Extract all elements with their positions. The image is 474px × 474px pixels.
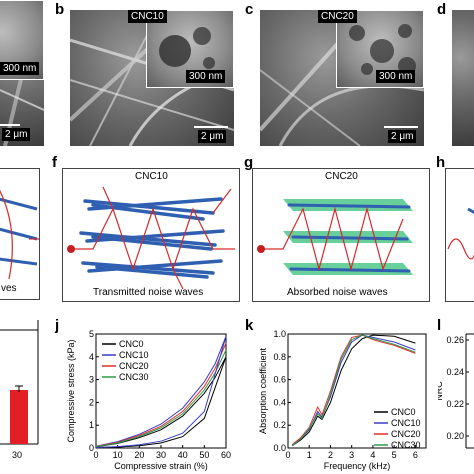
schematic-g-drawing: [257, 199, 413, 275]
legend-label-cnc20: CNC20: [391, 429, 421, 439]
x-axis-label: Frequency (kHz): [324, 461, 391, 471]
x-tick-label: 50: [199, 450, 209, 460]
y-tick-label: 2: [89, 397, 94, 407]
x-tick-label: 60: [221, 450, 231, 460]
plot-frame: [95, 333, 227, 449]
y-tick-label: 0.0: [273, 443, 286, 453]
x-tick-label: 4: [370, 450, 375, 460]
x-tick-label: 0: [93, 450, 98, 460]
series-line-cnc10: [291, 334, 416, 447]
chart-j-stress-strain: 0 10 20 30 40 50 60 0 1 2 3 4 5 Compressive strain (%…: [66, 329, 231, 471]
x-axis-label: Compressive strain (%): [114, 461, 208, 471]
y-tick-label: 1.0: [273, 329, 286, 339]
x-tick-label: 5: [392, 450, 397, 460]
x-tick-label: 3: [349, 450, 354, 460]
schematic-h: [445, 168, 474, 302]
y-tick-label: 0.8: [273, 352, 286, 362]
y-tick-label: 0.2: [273, 420, 286, 430]
legend-label-cnc0: CNC0: [119, 339, 144, 349]
scale-bar-c: [384, 126, 418, 128]
scale-bar-b: [194, 126, 228, 128]
legend-label-cnc0: CNC0: [391, 407, 416, 417]
y-tick-label: 0.4: [273, 397, 286, 407]
x-tick-label: 30: [156, 450, 166, 460]
inset-scale-label-c: 300 nm: [376, 70, 416, 83]
y-tick-label: 0.6: [273, 375, 286, 385]
x-tick-label: 2: [328, 450, 333, 460]
panel-label-l: l: [437, 317, 442, 334]
chart-k-absorption: 0 1 2 3 4 5 6 0.0 0.2 0.4 0.6 0.8 1.0 Frequency (kHz)…: [258, 329, 427, 471]
schematic-e: ves: [0, 168, 40, 300]
panel-label-f: f: [52, 154, 57, 171]
series-line-cnc30: [95, 349, 227, 448]
y-tick-label: 0: [89, 443, 94, 453]
series-line-cnc20: [95, 342, 227, 447]
scale-label-a: 2 μm: [2, 128, 31, 141]
series-line-cnc20: [291, 334, 416, 445]
bar-xtick-30: 30: [12, 450, 22, 460]
schematic-f-title: CNC10: [135, 171, 168, 182]
x-tick-label: 20: [134, 450, 144, 460]
panel-label-k: k: [245, 317, 254, 334]
x-tick-label: 40: [178, 450, 188, 460]
panel-label-h: h: [436, 154, 446, 171]
y-tick-label: 0.22: [446, 399, 464, 409]
schematic-g-caption: Absorbed noise waves: [287, 287, 388, 298]
panel-label-g: g: [244, 154, 254, 171]
legend-label-cnc10: CNC10: [119, 350, 149, 360]
y-tick-label: 0.24: [446, 367, 464, 377]
inset-scale-label-b: 300 nm: [186, 70, 226, 83]
schematic-g-title: CNC20: [325, 171, 358, 182]
schematic-f-drawing: [67, 186, 235, 290]
bar-chart-partial: 30: [0, 320, 39, 460]
series-line-cnc30: [291, 334, 416, 447]
scale-label-c: 2 μm: [388, 130, 417, 143]
legend-label-cnc30: CNC30: [391, 440, 421, 450]
y-tick-label: 1: [89, 420, 94, 430]
schematic-e-drawing: [0, 189, 39, 280]
panel-label-b: b: [55, 1, 65, 18]
schematic-f: CNC10 Transmitted noise waves: [62, 168, 240, 302]
y-axis-label: Absorption coefficient: [258, 348, 268, 434]
sem-image-b: CNC10 300 nm 2 μm: [70, 10, 234, 146]
y-tick-label: 4: [89, 352, 94, 362]
plot-frame: [287, 333, 427, 449]
x-tick-label: 6: [413, 450, 418, 460]
y-tick-label: 5: [89, 329, 94, 339]
y-tick-label: 0.20: [446, 431, 464, 441]
x-tick-label: 1: [307, 450, 312, 460]
series-line-cnc0: [291, 334, 416, 447]
series-line-cnc10: [95, 336, 227, 447]
x-tick-label: 10: [113, 450, 123, 460]
scale-label-b: 2 μm: [198, 130, 227, 143]
panel-label-c: c: [245, 1, 254, 18]
sem-tag-c: CNC20: [318, 10, 357, 23]
sem-image-c: CNC20 300 nm 2 μm: [260, 10, 424, 146]
x-tick-label: 0: [285, 450, 290, 460]
sem-image-a: 300 nm 2 μm: [0, 0, 44, 146]
legend-label-cnc20: CNC20: [119, 361, 149, 371]
sem-image-d: [452, 10, 474, 146]
legend-label-cnc10: CNC10: [391, 418, 421, 428]
scale-bar-a: [0, 124, 20, 126]
panel-label-j: j: [55, 317, 60, 334]
legend-label-cnc30: CNC30: [119, 372, 149, 382]
sem-tag-b: CNC10: [128, 10, 167, 23]
unloading-line-cnc10: [95, 336, 227, 448]
bar-30: [10, 390, 28, 444]
schematic-h-drawing: [447, 207, 474, 260]
schematic-g: CNC20 Absorbed noise waves: [252, 168, 430, 302]
chart-l-nrc: 0.20 0.22 0.24 0.26 NRC: [438, 333, 474, 449]
schematic-e-caption: ves: [1, 283, 17, 294]
series-line-cnc0: [95, 356, 227, 448]
panel-label-d: d: [437, 1, 447, 18]
inset-scale-label-a: 300 nm: [0, 62, 40, 75]
y-tick-label: 0.26: [446, 335, 464, 345]
y-tick-label: 3: [89, 375, 94, 385]
y-axis-label: Compressive stress (kPa): [66, 339, 76, 442]
y-axis-label: NRC: [438, 381, 444, 401]
schematic-f-caption: Transmitted noise waves: [93, 287, 204, 298]
